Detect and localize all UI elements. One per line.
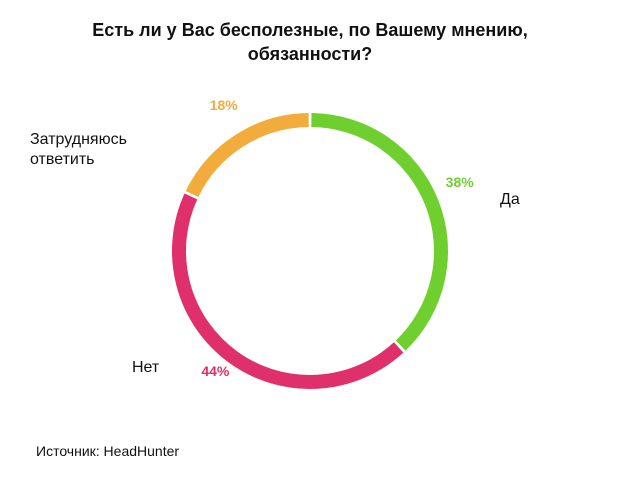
category-label: Нет (132, 359, 160, 376)
value-label: 38% (445, 173, 474, 190)
donut-segment (172, 193, 404, 389)
donut-segment (311, 113, 448, 351)
donut-segment (185, 113, 309, 198)
category-label: Да (500, 191, 520, 208)
source-note: Источник: HeadHunter (36, 443, 180, 459)
chart-title: Есть ли у Вас бесполезные, по Вашему мне… (92, 20, 528, 64)
value-label: 44% (201, 363, 230, 380)
value-label: 18% (209, 97, 238, 114)
category-label: Затрудняюсь ответить (30, 131, 127, 168)
